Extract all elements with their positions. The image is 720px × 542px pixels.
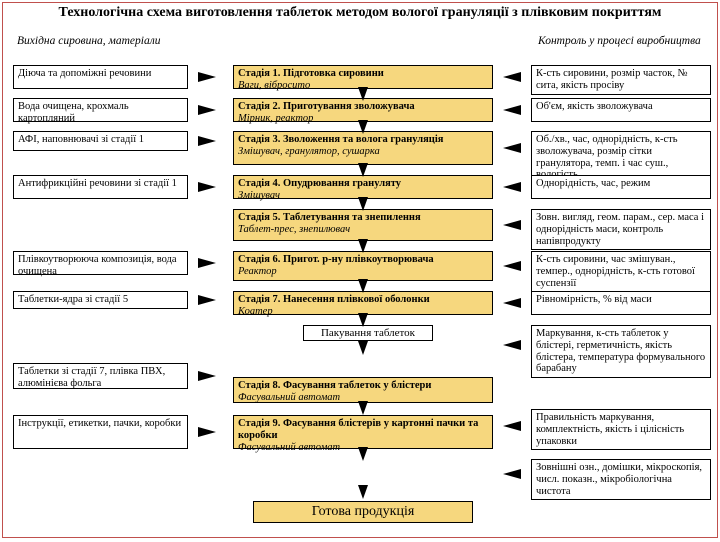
- input-box: Антифрикційні речовини зі стадії 1: [13, 175, 188, 199]
- arrow-down: [358, 239, 368, 253]
- arrow-left: [503, 182, 521, 192]
- stage-box: Стадія 6. Пригот. р-ну плівкоутворювачаР…: [233, 251, 493, 281]
- arrow-down: [358, 313, 368, 327]
- control-box: Однорідність, час, режим: [531, 175, 711, 199]
- stage-title: Стадія 9. Фасування блістерів у картонні…: [238, 418, 488, 442]
- arrow-left: [503, 105, 521, 115]
- arrow-right: [198, 182, 216, 192]
- arrow-left: [503, 340, 521, 350]
- arrow-down: [358, 279, 368, 293]
- stage-box: Стадія 5. Таблетування та знепиленняТабл…: [233, 209, 493, 241]
- arrow-left: [503, 261, 521, 271]
- input-box: Інструкції, етикетки, пачки, коробки: [13, 415, 188, 449]
- arrow-down: [358, 87, 368, 101]
- header-right: Контроль у процесі виробництва: [538, 35, 708, 48]
- control-box: К-сть сировини, розмір часток, № сита, я…: [531, 65, 711, 95]
- arrow-down: [358, 485, 368, 499]
- arrow-right: [198, 105, 216, 115]
- input-box: АФІ, наповнювачі зі стадії 1: [13, 131, 188, 151]
- control-box: Зовнішні озн., домішки, мікроскопія, чис…: [531, 459, 711, 500]
- stage-subtitle: Змішувач, гранулятор, сушарка: [238, 146, 488, 158]
- stage-box: Стадія 7. Нанесення плівкової оболонкиКо…: [233, 291, 493, 315]
- packaging-label: Пакування таблеток: [303, 325, 433, 341]
- stage-box: Стадія 4. Опудрювання гранулятуЗмішувач: [233, 175, 493, 199]
- stage-title: Стадія 6. Пригот. р-ну плівкоутворювача: [238, 254, 488, 266]
- stage-title: Стадія 5. Таблетування та знепилення: [238, 212, 488, 224]
- control-box: Рівномірність, % від маси: [531, 291, 711, 315]
- stage-title: Стадія 7. Нанесення плівкової оболонки: [238, 294, 488, 306]
- arrow-left: [503, 469, 521, 479]
- arrow-left: [503, 72, 521, 82]
- stage-box: Стадія 9. Фасування блістерів у картонні…: [233, 415, 493, 449]
- arrow-down: [358, 447, 368, 461]
- stage-subtitle: Реактор: [238, 266, 488, 278]
- arrow-right: [198, 371, 216, 381]
- stage-box: Стадія 3. Зволоження та волога грануляці…: [233, 131, 493, 165]
- control-box: К-сть сировини, час змішуван., темпер., …: [531, 251, 711, 292]
- arrow-right: [198, 136, 216, 146]
- input-box: Вода очищена, крохмаль картопляний: [13, 98, 188, 122]
- control-box: Маркування, к-сть таблеток у блістері, г…: [531, 325, 711, 378]
- control-box: Об'єм, якість зволожувача: [531, 98, 711, 122]
- arrow-left: [503, 143, 521, 153]
- stage-box: Стадія 1. Підготовка сировиниВаги, вібро…: [233, 65, 493, 89]
- header-left: Вихідна сировина, матеріали: [17, 35, 182, 48]
- arrow-right: [198, 295, 216, 305]
- stage-title: Стадія 8. Фасування таблеток у блістери: [238, 380, 488, 392]
- stage-title: Стадія 2. Приготування зволожувача: [238, 101, 488, 113]
- stage-title: Стадія 1. Підготовка сировини: [238, 68, 488, 80]
- arrow-down: [358, 401, 368, 415]
- diagram-title: Технологічна схема виготовлення таблеток…: [3, 3, 717, 21]
- arrow-down: [358, 163, 368, 177]
- stage-subtitle: Таблет-прес, знепилювач: [238, 224, 488, 236]
- arrow-right: [198, 427, 216, 437]
- arrow-left: [503, 421, 521, 431]
- input-box: Таблетки зі стадії 7, плівка ПВХ, алюмін…: [13, 363, 188, 389]
- stage-box: Стадія 8. Фасування таблеток у блістериФ…: [233, 377, 493, 403]
- final-product: Готова продукція: [253, 501, 473, 523]
- stage-title: Стадія 4. Опудрювання грануляту: [238, 178, 488, 190]
- stage-title: Стадія 3. Зволоження та волога грануляці…: [238, 134, 488, 146]
- arrow-right: [198, 72, 216, 82]
- stage-box: Стадія 2. Приготування зволожувачаМірник…: [233, 98, 493, 122]
- arrow-down: [358, 120, 368, 134]
- arrow-left: [503, 298, 521, 308]
- arrow-down: [358, 197, 368, 211]
- input-box: Плівкоутворююча композиція, вода очищена: [13, 251, 188, 275]
- arrow-left: [503, 220, 521, 230]
- arrow-down: [358, 341, 368, 355]
- input-box: Діюча та допоміжні речовини: [13, 65, 188, 89]
- control-box: Правильність маркування, комплектність, …: [531, 409, 711, 450]
- input-box: Таблетки-ядра зі стадії 5: [13, 291, 188, 309]
- control-box: Зовн. вигляд, геом. парам., сер. маса і …: [531, 209, 711, 250]
- arrow-right: [198, 258, 216, 268]
